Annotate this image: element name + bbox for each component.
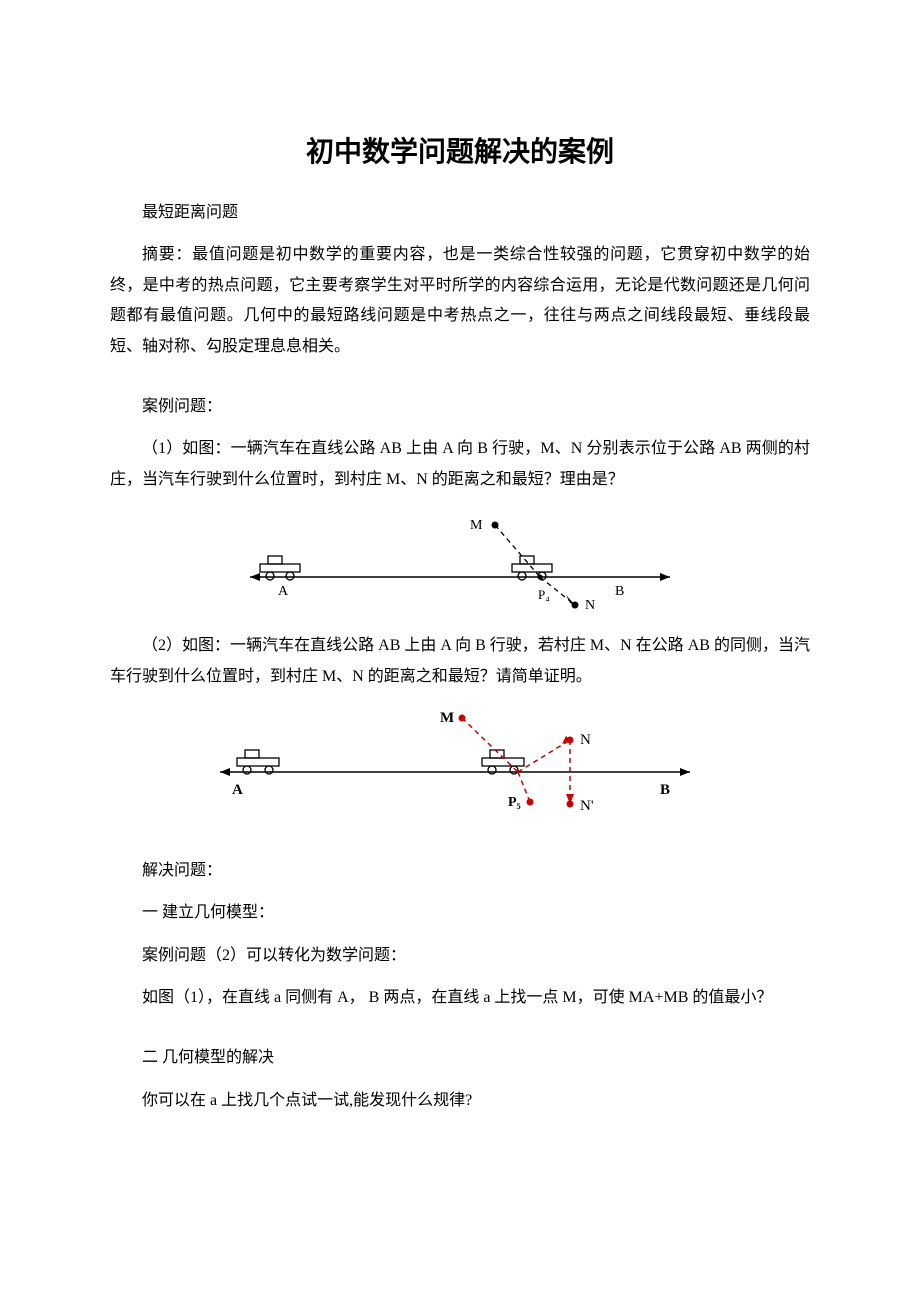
figure-1: A B M N P₄: [110, 507, 810, 617]
abstract: 摘要：最值问题是初中数学的重要内容，也是一类综合性较强的问题，它贯穿初中数学的始…: [110, 240, 810, 362]
svg-text:B: B: [660, 782, 670, 798]
step-1-b: 如图（1），在直线 a 同侧有 A， B 两点，在直线 a 上找一点 M，可使 …: [110, 983, 810, 1013]
svg-text:A: A: [278, 584, 289, 599]
figure-2: A B M N N' P₅: [110, 704, 810, 824]
svg-text:N': N': [580, 798, 594, 814]
section-case-problem: 案例问题：: [110, 392, 810, 422]
document-page: 初中数学问题解决的案例 最短距离问题 摘要：最值问题是初中数学的重要内容，也是一…: [0, 0, 920, 1188]
svg-text:P₅: P₅: [508, 795, 521, 810]
step-1-title: 一 建立几何模型：: [110, 898, 810, 928]
svg-text:M: M: [440, 710, 454, 726]
svg-text:N: N: [585, 598, 595, 613]
svg-text:N: N: [580, 732, 591, 748]
subtitle: 最短距离问题: [110, 198, 810, 228]
svg-text:M: M: [470, 518, 483, 533]
svg-text:A: A: [232, 782, 243, 798]
step-2-title: 二 几何模型的解决: [110, 1043, 810, 1073]
step-2-a: 你可以在 a 上找几个点试一试,能发现什么规律?: [110, 1086, 810, 1116]
section-solve: 解决问题：: [110, 856, 810, 886]
svg-text:B: B: [615, 584, 624, 599]
page-title: 初中数学问题解决的案例: [110, 130, 810, 170]
problem-2: （2）如图：一辆汽车在直线公路 AB 上由 A 向 B 行驶，若村庄 M、N 在…: [110, 631, 810, 692]
svg-text:P₄: P₄: [538, 587, 550, 602]
step-1-a: 案例问题（2）可以转化为数学问题：: [110, 941, 810, 971]
problem-1: （1）如图：一辆汽车在直线公路 AB 上由 A 向 B 行驶，M、N 分别表示位…: [110, 434, 810, 495]
